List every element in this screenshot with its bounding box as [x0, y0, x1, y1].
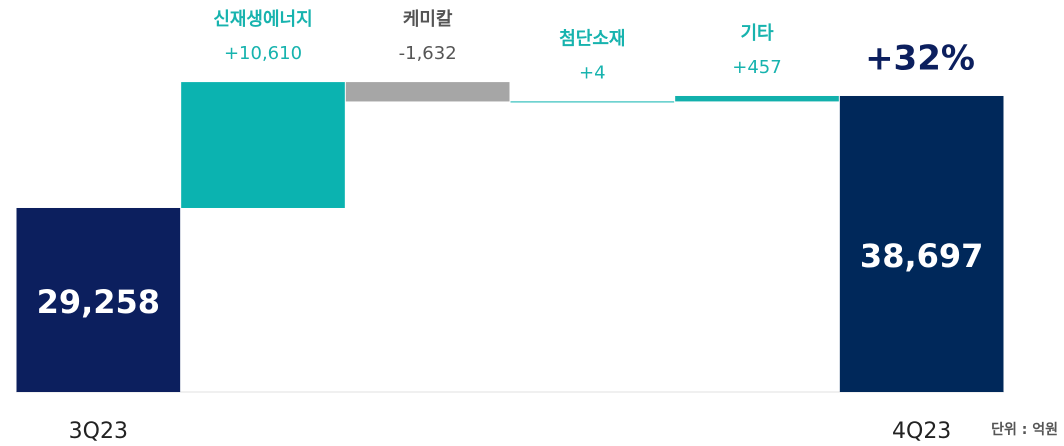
value-label: -1,632: [399, 43, 457, 64]
bar: [839, 95, 1004, 393]
category-label: 첨단소재: [559, 28, 625, 49]
value-label: +4: [579, 62, 606, 83]
bar: [510, 101, 675, 103]
bar: [675, 95, 839, 102]
category-label: 케미칼: [403, 9, 453, 30]
total-value-label: 38,697: [860, 237, 983, 275]
bar: [181, 82, 345, 208]
value-label: +457: [732, 57, 781, 78]
bar: [16, 207, 181, 392]
unit-label: 단위 : 억원: [991, 421, 1058, 438]
bar: [345, 82, 510, 102]
x-tick-label: 3Q23: [69, 419, 128, 444]
category-label: 기타: [740, 23, 774, 44]
x-tick-label: 4Q23: [892, 419, 951, 444]
category-label: 신재생에너지: [213, 9, 312, 30]
value-label: +10,610: [224, 43, 302, 64]
growth-annotation: +32%: [865, 39, 975, 79]
total-value-label: 29,258: [37, 283, 160, 321]
